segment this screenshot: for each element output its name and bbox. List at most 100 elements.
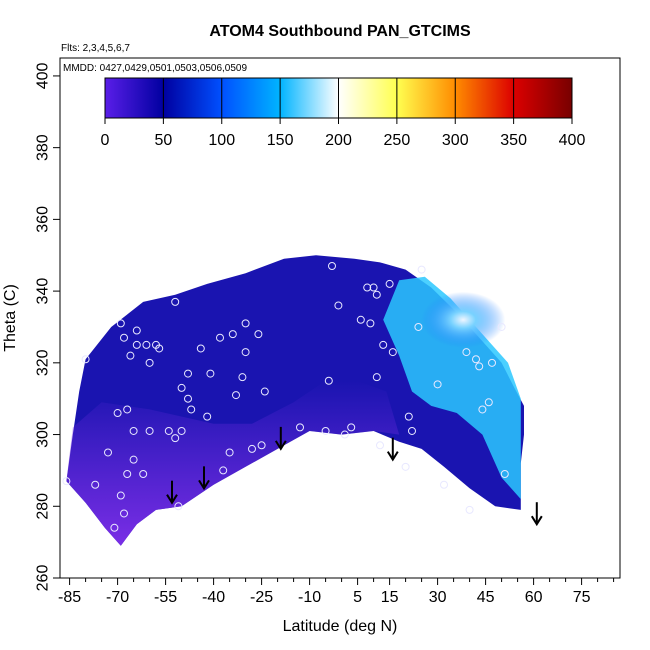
sample-point xyxy=(340,430,349,439)
sample-point xyxy=(123,470,132,478)
x-tick-label: 15 xyxy=(381,589,399,606)
sample-point xyxy=(174,502,183,511)
x-axis-label: Latitude (deg N) xyxy=(283,618,398,635)
sample-point xyxy=(417,265,426,274)
sample-point xyxy=(116,319,125,328)
sample-point xyxy=(177,383,186,392)
sample-point xyxy=(171,297,180,306)
sample-point xyxy=(196,344,205,353)
sample-point xyxy=(104,448,112,457)
sample-point xyxy=(347,423,356,432)
flights-annotation: Flts: 2,3,4,5,6,7 xyxy=(61,43,130,54)
colorbar: 0 50 100 150 200 250 300 350 400 xyxy=(101,77,585,149)
sample-point xyxy=(164,426,173,435)
sample-point xyxy=(126,351,135,360)
sample-point xyxy=(132,326,141,335)
sample-point xyxy=(116,491,125,500)
sample-point xyxy=(472,355,480,364)
sample-point xyxy=(372,373,381,382)
sample-point xyxy=(123,405,132,414)
sample-point xyxy=(372,290,381,299)
sample-point xyxy=(225,448,234,457)
sample-point xyxy=(238,373,247,382)
sample-point xyxy=(254,330,263,339)
sample-point xyxy=(369,283,378,292)
sample-point xyxy=(120,509,128,518)
y-tick-label: 320 xyxy=(35,349,52,376)
x-tick-label: 45 xyxy=(477,589,495,606)
sample-point xyxy=(62,477,71,486)
sample-point xyxy=(110,523,119,532)
colorbar-tick-label: 150 xyxy=(267,132,294,149)
sample-point xyxy=(376,441,384,450)
x-tick-label: 75 xyxy=(573,589,591,606)
sample-point xyxy=(296,423,304,432)
sample-point xyxy=(257,441,266,450)
y-tick-label: 300 xyxy=(35,421,52,448)
sample-point xyxy=(260,387,269,396)
x-tick-label: -70 xyxy=(106,589,129,606)
y-tick-label: 380 xyxy=(35,134,52,161)
sample-point xyxy=(184,394,192,403)
colorbar-tick-label: 200 xyxy=(325,132,352,149)
sample-point xyxy=(91,480,100,489)
sample-point xyxy=(404,412,413,421)
sample-point xyxy=(475,362,484,371)
colorbar-tick-label: 100 xyxy=(208,132,235,149)
sample-point xyxy=(379,340,388,349)
x-tick-label: -40 xyxy=(202,589,225,606)
flight-turn-arrow xyxy=(198,466,210,491)
sample-point xyxy=(478,405,487,414)
x-tick-label: 60 xyxy=(525,589,543,606)
x-tick-label: 30 xyxy=(429,589,447,606)
sample-point xyxy=(81,355,90,364)
contour-field xyxy=(66,255,525,546)
dates-annotation: MMDD: 0427,0429,0501,0503,0506,0509 xyxy=(63,63,247,74)
colorbar-tick-label: 300 xyxy=(442,132,469,149)
sample-point xyxy=(129,455,138,464)
sample-point xyxy=(433,380,442,389)
y-tick-label: 360 xyxy=(35,206,52,233)
x-axis: -85 -70 -55 -40 -25 -10 5 15 30 45 60 75 xyxy=(58,578,615,606)
sample-point xyxy=(187,405,196,414)
sample-point xyxy=(484,398,493,407)
sample-point xyxy=(462,348,471,357)
y-axis-label: Theta (C) xyxy=(2,284,19,352)
y-tick-label: 340 xyxy=(35,278,52,305)
peak-value-region xyxy=(421,291,506,348)
x-tick-label: 5 xyxy=(353,589,362,606)
sample-point xyxy=(488,358,496,367)
colorbar-tick-label: 250 xyxy=(384,132,411,149)
x-tick-label: -25 xyxy=(250,589,273,606)
sample-points xyxy=(62,262,509,532)
sample-point xyxy=(248,444,256,453)
x-tick-label: -10 xyxy=(298,589,321,606)
sample-point xyxy=(408,426,416,435)
sample-point xyxy=(321,426,330,435)
y-tick-label: 400 xyxy=(35,62,52,89)
flight-turn-arrows xyxy=(166,426,543,527)
plot-area xyxy=(59,57,621,579)
flight-turn-arrow xyxy=(386,437,399,462)
x-tick-label: -85 xyxy=(58,589,81,606)
chart-title: ATOM4 Southbound PAN_GTCIMS xyxy=(209,23,471,40)
sample-point xyxy=(129,426,138,435)
sample-point xyxy=(142,340,151,349)
sample-point xyxy=(385,279,394,288)
sample-point xyxy=(414,322,423,331)
sample-point xyxy=(203,412,212,421)
sample-point xyxy=(184,369,192,378)
sample-point xyxy=(219,466,228,475)
sample-point xyxy=(171,434,180,443)
sample-point xyxy=(363,283,372,292)
sample-point xyxy=(497,322,506,331)
sample-point xyxy=(241,348,250,357)
sample-point xyxy=(334,301,343,310)
sample-point xyxy=(388,348,397,357)
colorbar-tick-label: 50 xyxy=(154,132,172,149)
y-axis: 260 280 300 320 340 360 380 400 xyxy=(35,62,60,591)
sample-point xyxy=(132,340,141,349)
colorbar-ticks: 0 50 100 150 200 250 300 350 400 xyxy=(101,78,585,149)
sample-point xyxy=(206,369,215,378)
